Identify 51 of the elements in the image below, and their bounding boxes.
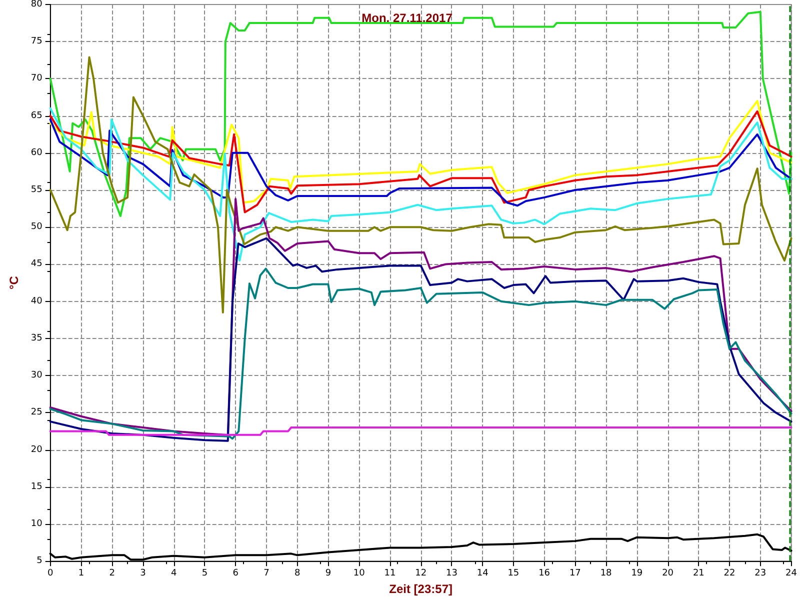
y-tick-label: 45	[30, 259, 42, 270]
y-tick-label: 55	[30, 185, 42, 196]
x-axis-title: Zeit [23:57]	[389, 582, 452, 596]
x-tick-label: 15	[508, 568, 520, 579]
x-tick-label: 2	[109, 568, 115, 579]
x-tick-label: 1	[78, 568, 84, 579]
x-tick-label: 11	[384, 568, 396, 579]
line-series	[49, 100, 792, 204]
x-tick-label: 18	[600, 568, 612, 579]
text: Mon. 27.11.2017	[362, 11, 453, 25]
y-tick-label: 40	[30, 296, 43, 306]
y-tick-label: 30	[30, 370, 43, 381]
x-tick-label: 23	[754, 568, 766, 579]
x-tick-label: 14	[476, 568, 489, 579]
x-tick-label: 10	[353, 568, 366, 579]
x-tick-label: 0	[47, 568, 54, 579]
x-tick-label: 13	[446, 568, 458, 579]
y-tick-label: 5	[36, 556, 42, 566]
line-series	[49, 107, 792, 262]
x-tick-label: 19	[631, 568, 643, 579]
line-series	[49, 56, 792, 314]
x-tick-label: 7	[264, 568, 270, 579]
y-tick-label: 75	[30, 36, 42, 47]
y-tick-label: 50	[30, 222, 43, 232]
x-tick-label: 24	[786, 568, 798, 579]
y-tick-label: 10	[30, 518, 43, 529]
y-tick-label: 15	[30, 482, 42, 492]
y-tick-label: 35	[30, 333, 42, 344]
x-tick-label: 17	[569, 568, 581, 579]
x-tick-label: 20	[662, 568, 674, 579]
x-tick-label: 21	[692, 568, 704, 579]
x-tick-label: 3	[140, 568, 146, 579]
x-tick-label: 8	[294, 568, 300, 579]
line-series	[49, 237, 792, 442]
y-tick-label: 60	[30, 148, 43, 158]
line-series	[49, 268, 792, 440]
y-tick-label: 20	[30, 444, 43, 455]
x-tick-label: 6	[232, 568, 239, 579]
x-tick-label: 16	[538, 568, 550, 579]
line-series	[49, 198, 792, 436]
y-tick-label: 80	[30, 0, 43, 10]
x-tick-label: 22	[724, 568, 736, 579]
x-tick-label: 9	[325, 568, 332, 579]
y-tick-label: 25	[30, 408, 42, 418]
y-tick-label: 65	[30, 110, 42, 121]
x-tick-label: 12	[415, 568, 427, 579]
line-series	[49, 10, 792, 218]
x-tick-label: 4	[170, 568, 177, 579]
y-axis-title: °C	[7, 276, 21, 290]
x-tick-label: 5	[202, 568, 208, 579]
y-tick-label: 70	[30, 74, 43, 84]
